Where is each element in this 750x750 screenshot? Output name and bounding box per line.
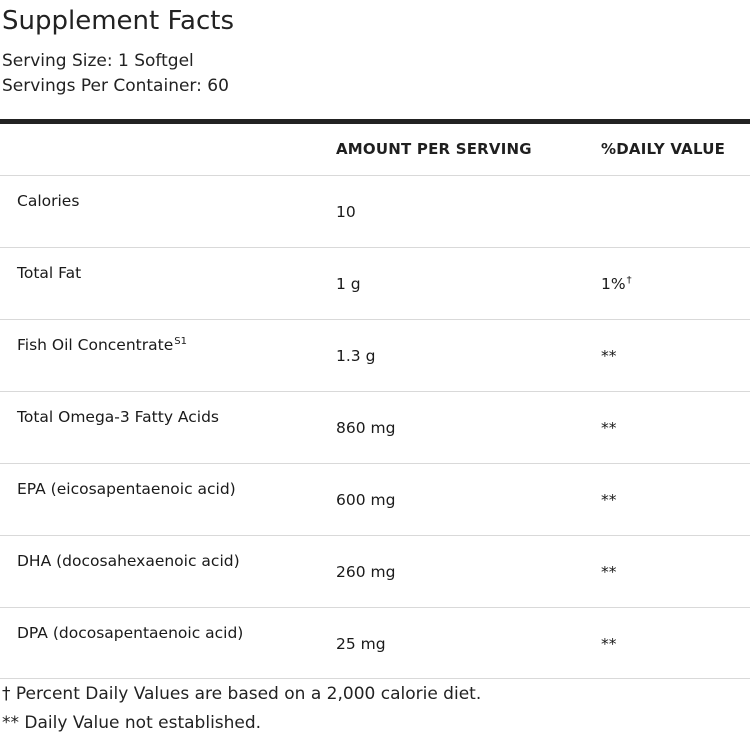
panel-title: Supplement Facts [2, 6, 235, 36]
nutrient-daily-value: ** [601, 419, 617, 437]
nutrient-amount: 600 mg [336, 491, 396, 509]
nutrient-daily-value: ** [601, 491, 617, 509]
nutrient-daily-value: 1%† [601, 275, 632, 293]
nutrient-daily-value: ** [601, 635, 617, 653]
nutrient-name: Fish Oil ConcentrateS1 [17, 336, 187, 354]
nutrient-amount: 860 mg [336, 419, 396, 437]
daily-value-header: %DAILY VALUE [601, 140, 726, 158]
servings-per-container: Servings Per Container: 60 [2, 76, 229, 96]
nutrient-row-omega-3: Total Omega-3 Fatty Acids 860 mg ** [0, 391, 750, 464]
nutrient-name: DPA (docosapentaenoic acid) [17, 624, 244, 642]
nutrient-name: Total Fat [17, 264, 82, 282]
serving-size: Serving Size: 1 Softgel [2, 51, 194, 71]
nutrient-row-total-fat: Total Fat 1 g 1%† [0, 247, 750, 320]
nutrient-daily-value [601, 203, 602, 221]
top-divider [0, 119, 750, 124]
nutrient-daily-value: ** [601, 563, 617, 581]
nutrient-daily-value: ** [601, 347, 617, 365]
nutrient-amount: 10 [336, 203, 356, 221]
nutrient-row-dha: DHA (docosahexaenoic acid) 260 mg ** [0, 535, 750, 608]
nutrient-row-dpa: DPA (docosapentaenoic acid) 25 mg ** [0, 607, 750, 680]
nutrient-amount: 1 g [336, 275, 361, 293]
nutrient-name: EPA (eicosapentaenoic acid) [17, 480, 236, 498]
nutrient-name: Calories [17, 192, 80, 210]
amount-per-serving-header: AMOUNT PER SERVING [336, 140, 532, 158]
nutrient-amount: 25 mg [336, 635, 386, 653]
footnote-not-established: ** Daily Value not established. [2, 713, 262, 733]
nutrient-row-calories: Calories 10 [0, 175, 750, 248]
nutrient-row-fish-oil: Fish Oil ConcentrateS1 1.3 g ** [0, 319, 750, 392]
nutrient-name: Total Omega-3 Fatty Acids [17, 408, 219, 426]
nutrient-amount: 260 mg [336, 563, 396, 581]
footnote-percent-daily-values: † Percent Daily Values are based on a 2,… [2, 684, 482, 704]
nutrient-row-epa: EPA (eicosapentaenoic acid) 600 mg ** [0, 463, 750, 536]
bottom-divider [0, 678, 750, 679]
nutrient-amount: 1.3 g [336, 347, 376, 365]
nutrient-name: DHA (docosahexaenoic acid) [17, 552, 240, 570]
